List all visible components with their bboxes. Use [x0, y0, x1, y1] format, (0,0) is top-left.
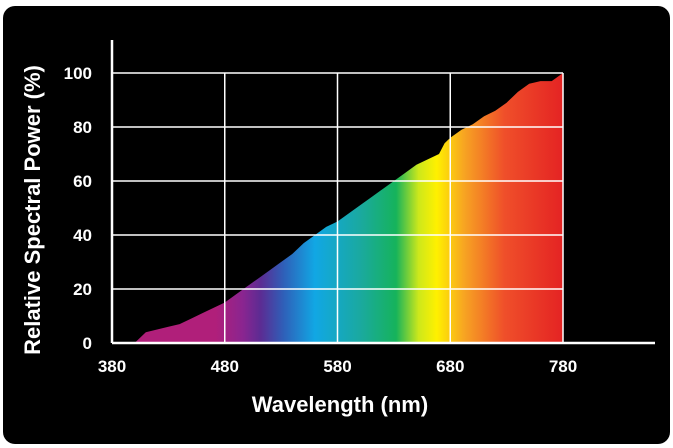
y-tick-labels: 0 20 40 60 80 100 — [64, 64, 92, 353]
grid-overlay — [112, 72, 564, 343]
spectral-power-area — [134, 73, 564, 343]
x-tick-label: 780 — [549, 357, 577, 376]
y-tick-label: 100 — [64, 64, 92, 83]
x-tick-label: 580 — [323, 357, 351, 376]
y-tick-label: 40 — [73, 226, 92, 245]
y-tick-label: 20 — [73, 280, 92, 299]
x-tick-labels: 380 480 580 680 780 — [98, 357, 577, 376]
axes — [110, 40, 655, 345]
y-tick-label: 0 — [83, 334, 92, 353]
x-tick-label: 380 — [98, 357, 126, 376]
x-axis-title: Wavelength (nm) — [252, 392, 428, 417]
x-tick-label: 480 — [211, 357, 239, 376]
y-tick-label: 60 — [73, 172, 92, 191]
x-tick-label: 680 — [436, 357, 464, 376]
y-axis-title: Relative Spectral Power (%) — [20, 65, 45, 355]
y-tick-label: 80 — [73, 118, 92, 137]
